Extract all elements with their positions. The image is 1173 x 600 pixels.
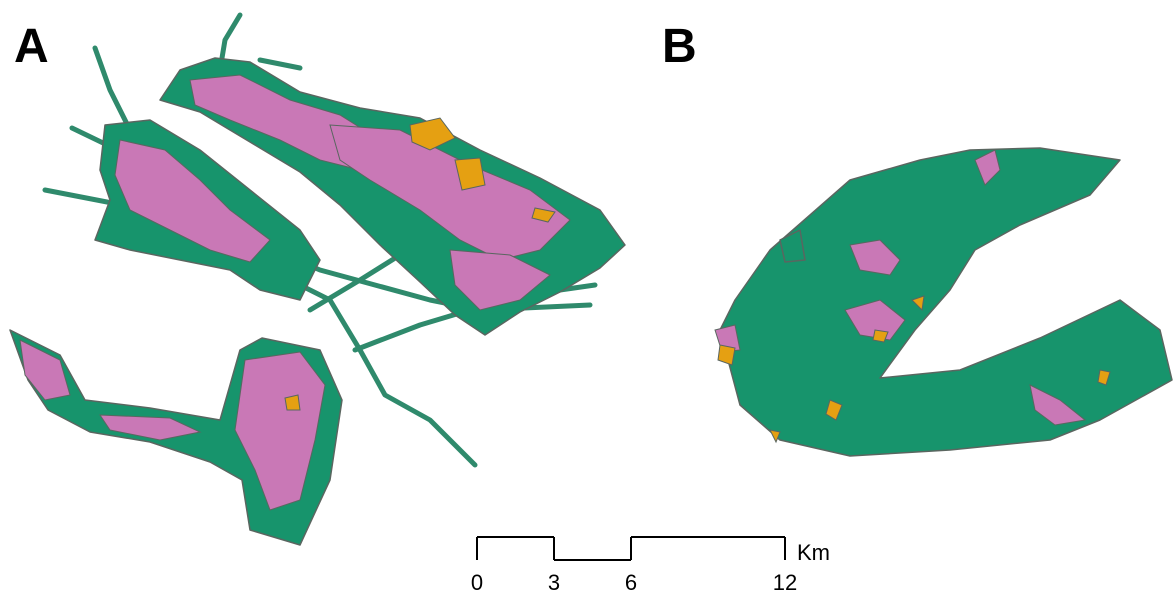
- scale-label: 12: [773, 570, 797, 595]
- scale-label: 3: [548, 570, 560, 595]
- scale-label: 0: [471, 570, 483, 595]
- other-land: [718, 345, 735, 365]
- road: [260, 60, 300, 68]
- region: [720, 148, 1172, 456]
- region: [780, 230, 805, 262]
- map-figure: A B Km: [0, 0, 1173, 600]
- map-b: [715, 148, 1172, 456]
- scale-bar: Km 0 3 6 12: [471, 537, 830, 595]
- other-land: [770, 430, 780, 442]
- other-land: [285, 395, 300, 410]
- scale-label: 6: [625, 570, 637, 595]
- scale-unit: Km: [797, 540, 830, 565]
- panel-label: B: [662, 20, 697, 73]
- panel-label: A: [14, 20, 49, 73]
- map-a: [10, 15, 625, 545]
